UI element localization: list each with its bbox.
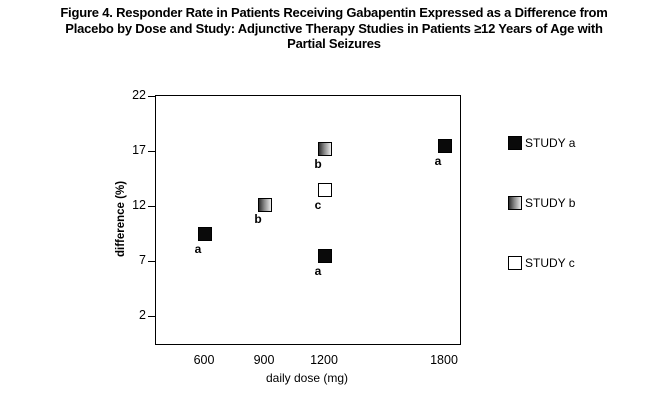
y-tick-label: 22	[132, 88, 146, 102]
figure-title-line-2: Placebo by Dose and Study: Adjunctive Th…	[65, 20, 603, 36]
y-tick-label: 12	[132, 198, 146, 213]
figure-title-line-3: Partial Seizures	[287, 36, 381, 51]
y-tick-mark	[148, 150, 156, 152]
y-axis-label: difference (%)	[115, 180, 127, 258]
legend: STUDY a STUDY b STUDY c	[508, 136, 575, 270]
legend-item-study-b: STUDY b	[508, 196, 575, 210]
plot-box: 22 17 12 7 2 600 900 1200 1800 a a a b b c	[132, 88, 461, 367]
data-point-label-study-c-1200mg: c	[314, 197, 322, 212]
legend-label-study-c: STUDY c	[525, 256, 575, 270]
x-tick-label: 1800	[430, 353, 458, 367]
legend-marker-black-square-icon	[508, 136, 522, 150]
y-tick-mark	[148, 95, 156, 97]
data-point-study-a-1800mg	[437, 139, 452, 154]
figure-title-line-1: Figure 4. Responder Rate in Patients Rec…	[60, 5, 608, 20]
legend-item-study-c: STUDY c	[508, 256, 575, 270]
figure-title: Figure 4. Responder Rate in Patients Rec…	[0, 0, 668, 52]
data-point-study-a-600mg	[197, 227, 212, 242]
legend-item-study-a: STUDY a	[508, 136, 575, 150]
legend-marker-white-square-icon	[508, 256, 522, 270]
data-point-study-b-1200mg	[317, 142, 332, 157]
data-point-study-c-1200mg	[317, 183, 332, 198]
legend-label-study-a: STUDY a	[525, 136, 576, 150]
data-point-label-study-a-1200mg: a	[314, 263, 322, 278]
data-point-label-study-b-900mg: b	[254, 212, 262, 227]
data-point-label-study-a-1800mg: a	[434, 153, 442, 168]
legend-marker-gradient-square-icon	[508, 196, 522, 210]
x-tick-label: 600	[193, 353, 215, 367]
y-tick-label: 7	[139, 253, 146, 268]
x-tick-label: 900	[253, 353, 275, 367]
y-tick-label: 2	[139, 308, 146, 323]
y-tick-mark	[148, 205, 156, 207]
data-point-study-b-900mg	[257, 197, 272, 212]
y-tick-mark	[148, 315, 156, 317]
x-axis-label: daily dose (mg)	[265, 371, 349, 385]
x-tick-label: 1200	[310, 353, 338, 367]
data-point-study-a-1200mg	[317, 249, 332, 264]
legend-label-study-b: STUDY b	[525, 196, 576, 210]
y-tick-mark	[148, 260, 156, 262]
data-point-label-study-a-600mg: a	[194, 241, 202, 256]
data-point-label-study-b-1200mg: b	[314, 156, 322, 171]
y-tick-label: 17	[132, 143, 146, 158]
